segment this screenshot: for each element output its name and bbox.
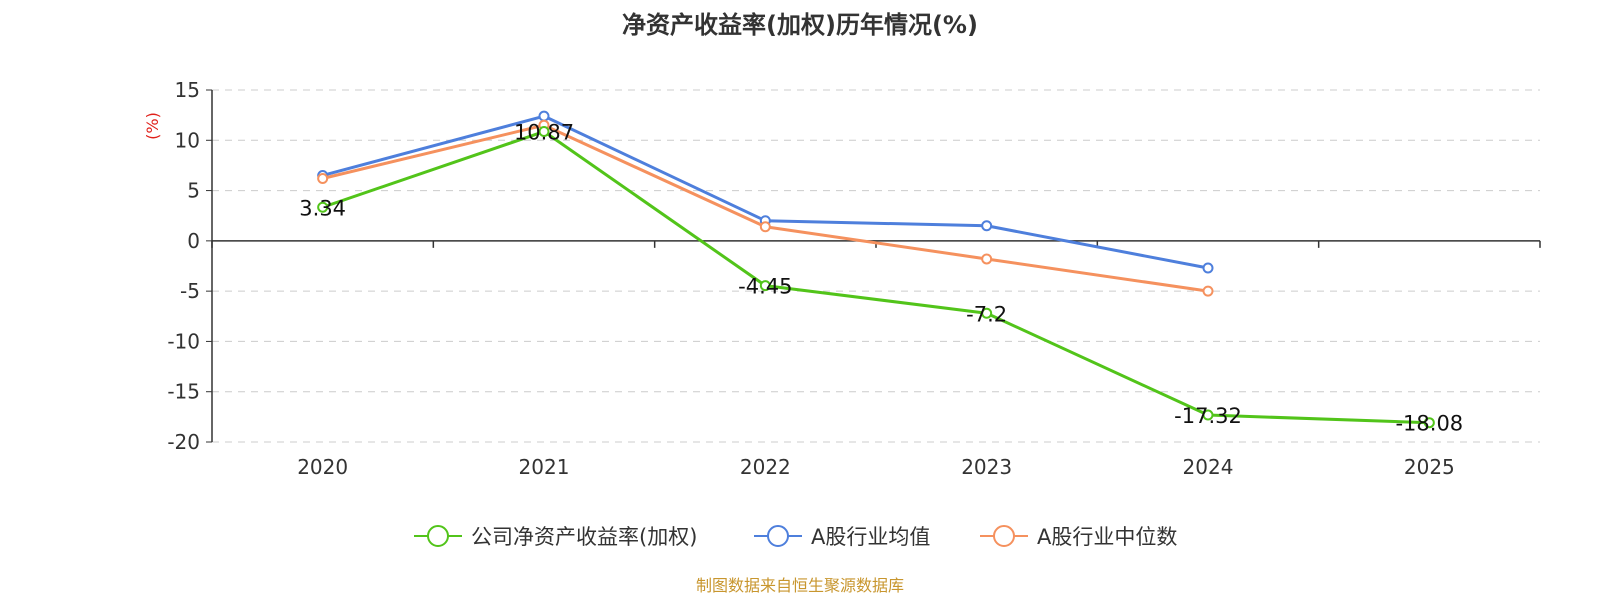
source-note: 制图数据来自恒生聚源数据库 xyxy=(696,576,904,595)
data-point xyxy=(317,201,329,213)
series-2 xyxy=(317,119,1214,297)
data-point xyxy=(759,280,771,292)
y-axis-unit-label: (%) xyxy=(143,112,162,140)
series-0 xyxy=(317,126,1435,429)
data-label: -4.45 xyxy=(738,275,792,299)
legend-marker xyxy=(993,525,1015,547)
chart-title: 净资产收益率(加权)历年情况(%) xyxy=(622,11,978,39)
y-tick-label: -20 xyxy=(167,430,200,454)
y-tick-label: 10 xyxy=(175,128,200,152)
data-point xyxy=(759,221,771,233)
data-point xyxy=(317,173,329,185)
axes xyxy=(211,90,1541,442)
series-1 xyxy=(317,110,1214,274)
legend-label: 公司净资产收益率(加权) xyxy=(471,525,697,549)
legend-marker xyxy=(427,525,449,547)
x-tick-label: 2025 xyxy=(1404,455,1455,479)
data-labels: 3.34 10.87 -4.45 -7.2 -17.32 -18.08 xyxy=(299,121,1463,436)
y-tick-label: 0 xyxy=(187,229,200,253)
data-point xyxy=(538,110,550,122)
data-point xyxy=(1202,285,1214,297)
x-tick-label: 2021 xyxy=(519,455,570,479)
data-point xyxy=(1202,262,1214,274)
grid-lines xyxy=(212,89,1540,443)
data-label: 10.87 xyxy=(514,121,574,145)
series-line xyxy=(322,114,1209,270)
series-line xyxy=(322,130,1430,425)
x-tick-label: 2020 xyxy=(297,455,348,479)
y-tick-label: 5 xyxy=(187,179,200,203)
y-tick-label: -5 xyxy=(180,279,200,303)
data-point xyxy=(981,220,993,232)
legend-label: A股行业均值 xyxy=(811,525,930,549)
data-point xyxy=(1202,409,1214,421)
data-label: -7.2 xyxy=(966,302,1007,326)
y-tick-labels: 15 10 5 0 -5 -10 -15 -20 xyxy=(167,78,212,454)
x-tick-label: 2024 xyxy=(1183,455,1234,479)
legend-item-1[interactable]: A股行业均值 xyxy=(754,525,930,549)
data-point xyxy=(981,307,993,319)
data-point xyxy=(538,126,550,138)
series-line xyxy=(322,123,1209,293)
y-tick-label: -10 xyxy=(167,329,200,353)
series-layer xyxy=(317,110,1435,429)
y-tick-label: 15 xyxy=(175,78,200,102)
x-tick-label: 2022 xyxy=(740,455,791,479)
legend-label: A股行业中位数 xyxy=(1037,525,1177,549)
data-label: -17.32 xyxy=(1174,404,1242,428)
x-tick-label: 2023 xyxy=(961,455,1012,479)
data-point xyxy=(981,253,993,265)
y-tick-label: -15 xyxy=(167,380,200,404)
data-label: -18.08 xyxy=(1395,412,1463,436)
legend-item-0[interactable]: 公司净资产收益率(加权) xyxy=(414,525,697,549)
x-tick-labels: 2020 2021 2022 2023 2024 2025 xyxy=(297,455,1455,479)
data-label: 3.34 xyxy=(299,196,346,220)
legend-marker xyxy=(767,525,789,547)
legend-item-2[interactable]: A股行业中位数 xyxy=(980,525,1177,549)
legend[interactable]: 公司净资产收益率(加权) A股行业均值 A股行业中位数 xyxy=(414,525,1177,549)
data-point xyxy=(1423,417,1435,429)
